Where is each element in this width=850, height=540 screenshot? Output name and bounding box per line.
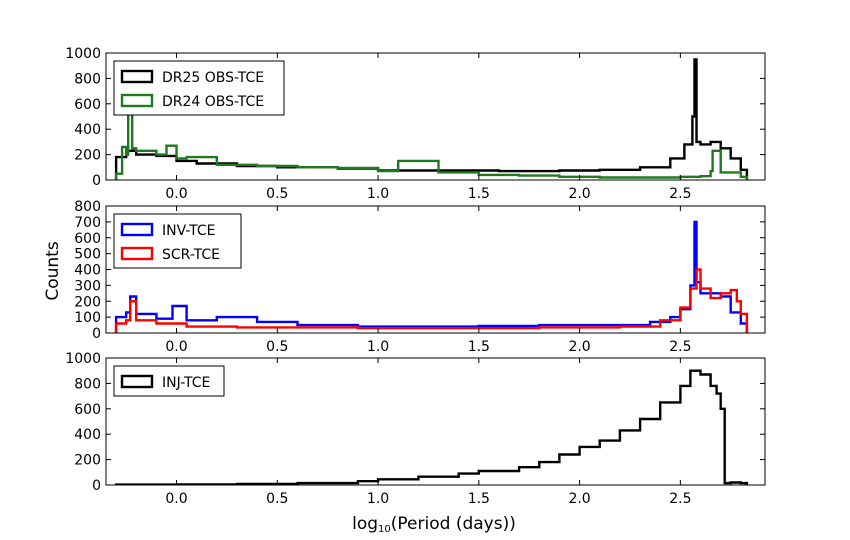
panel-3: 0.0 0.5 1.0 1.5 2.0 2.5 0 200 400 600 800 1000 INJ-T… bbox=[65, 351, 766, 507]
x-axis-title: log10(Period (days)) bbox=[352, 514, 516, 535]
y-tick-label: 1000 bbox=[65, 46, 101, 62]
x-tick-label: 1.5 bbox=[468, 339, 490, 355]
series-line-2-2 bbox=[114, 268, 749, 333]
x-tick-label: 2.0 bbox=[568, 186, 590, 202]
y-tick-label: 700 bbox=[74, 215, 101, 231]
legend-swatch bbox=[120, 69, 154, 84]
y-tick-label: 100 bbox=[74, 310, 101, 326]
legend-label: DR24 OBS-TCE bbox=[162, 94, 264, 110]
legend: INV-TCE SCR-TCE bbox=[113, 213, 242, 269]
x-tick-label: 1.5 bbox=[468, 491, 490, 507]
series-line-3-1 bbox=[114, 369, 749, 485]
legend-label: SCR-TCE bbox=[162, 247, 220, 263]
y-tick-label: 0 bbox=[92, 478, 101, 494]
y-tick-label: 1000 bbox=[65, 351, 101, 367]
x-tick-label: 1.0 bbox=[367, 491, 389, 507]
y-tick-label: 300 bbox=[74, 278, 101, 294]
x-tick-label: 2.5 bbox=[669, 186, 691, 202]
panel-frame bbox=[105, 357, 766, 486]
y-tick-label: 600 bbox=[74, 97, 101, 113]
x-tick-label: 1.5 bbox=[468, 186, 490, 202]
panel-1: 0.0 0.5 1.0 1.5 2.0 2.5 0 200 400 600 800 1000 DR25 … bbox=[65, 46, 766, 202]
y-tick-label: 800 bbox=[74, 71, 101, 87]
legend: INJ-TCE bbox=[113, 365, 225, 397]
y-tick-label: 800 bbox=[74, 199, 101, 215]
legend-swatch bbox=[120, 93, 154, 108]
legend-label: INJ-TCE bbox=[162, 375, 210, 391]
x-tick-label: 1.0 bbox=[367, 186, 389, 202]
legend-label: INV-TCE bbox=[162, 223, 215, 239]
y-tick-label: 800 bbox=[74, 376, 101, 392]
y-tick-label: 600 bbox=[74, 231, 101, 247]
x-tick-label: 0.0 bbox=[165, 491, 187, 507]
x-tick-label: 2.5 bbox=[669, 339, 691, 355]
legend-box bbox=[113, 365, 225, 397]
y-tick-label: 200 bbox=[74, 453, 101, 469]
panel-2: 0.0 0.5 1.0 1.5 2.0 2.5 0100200300400500600700… bbox=[74, 199, 766, 355]
x-tick-label: 2.0 bbox=[568, 491, 590, 507]
x-tick-label: 0.5 bbox=[266, 186, 288, 202]
y-tick-label: 200 bbox=[74, 148, 101, 164]
legend: DR25 OBS-TCE DR24 OBS-TCE bbox=[113, 60, 285, 116]
y-tick-label: 400 bbox=[74, 263, 101, 279]
y-tick-label: 0 bbox=[92, 326, 101, 342]
y-tick-label: 400 bbox=[74, 122, 101, 138]
y-tick-label: 500 bbox=[74, 247, 101, 263]
panel-frame bbox=[105, 52, 766, 181]
y-tick-label: 600 bbox=[74, 402, 101, 418]
y-tick-label: 400 bbox=[74, 427, 101, 443]
y-tick-label: 0 bbox=[92, 173, 101, 189]
y-axis-title: Counts bbox=[43, 241, 63, 300]
x-tick-label: 0.0 bbox=[165, 186, 187, 202]
x-tick-label: 2.0 bbox=[568, 339, 590, 355]
x-tick-label: 0.5 bbox=[266, 339, 288, 355]
y-tick-label: 200 bbox=[74, 294, 101, 310]
x-tick-label: 0.5 bbox=[266, 491, 288, 507]
legend-swatch bbox=[120, 374, 154, 389]
x-tick-label: 0.0 bbox=[165, 339, 187, 355]
legend-swatch bbox=[120, 222, 154, 237]
x-tick-label: 2.5 bbox=[669, 491, 691, 507]
legend-swatch bbox=[120, 246, 154, 261]
legend-label: DR25 OBS-TCE bbox=[162, 70, 264, 86]
x-tick-label: 1.0 bbox=[367, 339, 389, 355]
series-line-1-2 bbox=[114, 111, 749, 180]
